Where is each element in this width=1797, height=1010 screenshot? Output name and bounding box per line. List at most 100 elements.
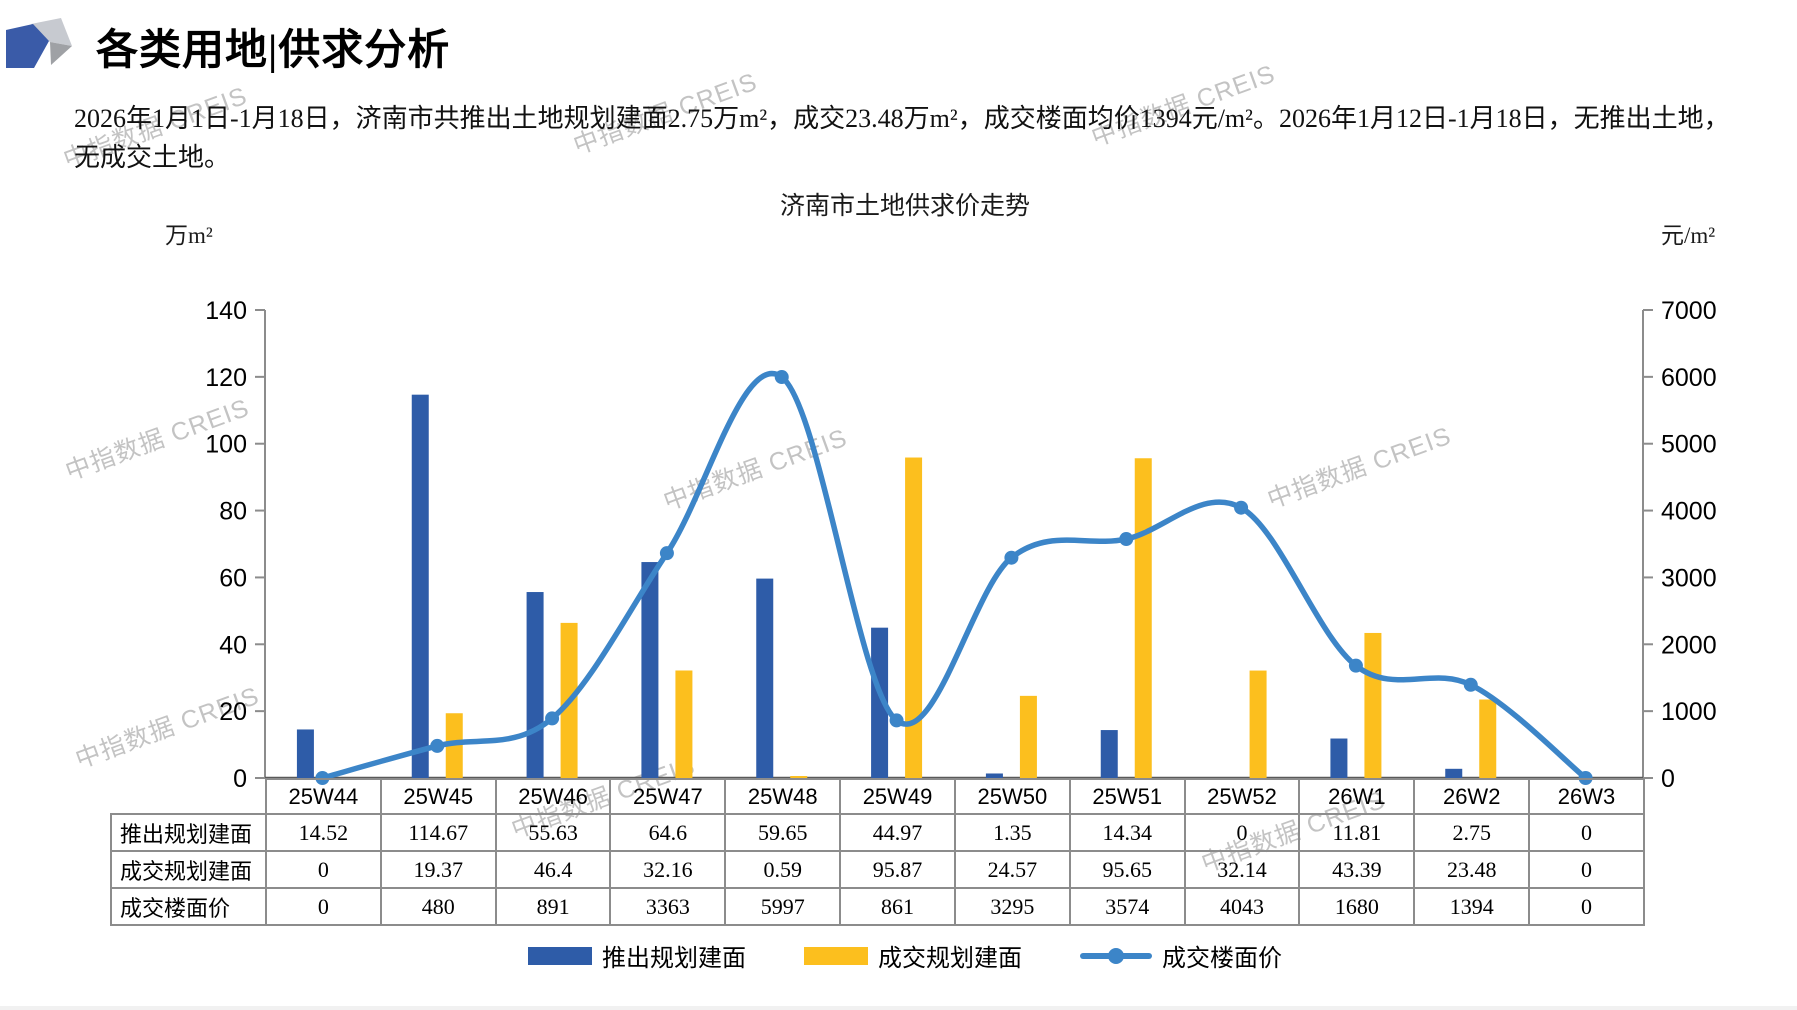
table-value-cell: 0 [1183,813,1301,852]
table-value-cell: 0 [1528,850,1645,889]
table-value-cell: 24.57 [953,850,1071,889]
left-axis-unit-label: 万m² [165,223,213,248]
left-axis-tick-label: 120 [205,364,247,392]
table-value-cell: 0 [265,850,382,889]
table-value-cell: 3574 [1068,887,1186,926]
table-row-label: 成交规划建面 [110,850,267,889]
table-value-cell: 95.87 [839,850,956,889]
left-axis-tick-label: 100 [205,431,247,459]
line-marker-成交楼面价 [659,546,674,561]
legend-line-swatch-icon [1080,947,1152,964]
table-value-cell: 0.59 [724,850,842,889]
right-axis-tick-label: 6000 [1661,364,1717,392]
creis-logo-icon [6,18,72,68]
left-axis-tick-label: 80 [219,498,247,526]
table-value-cell: 46.4 [494,850,612,889]
table-value-cell: 44.97 [839,813,956,852]
bar-推出规划建面 [296,729,314,778]
week-header-cell: 25W52 [1183,778,1301,815]
legend-item: 推出规划建面 [528,938,746,973]
table-value-cell: 3363 [609,887,727,926]
legend-item: 成交规划建面 [804,938,1022,973]
bar-推出规划建面 [1330,738,1348,778]
bottom-strip [0,1006,1797,1010]
line-marker-成交楼面价 [545,711,560,726]
legend-line-dot-icon [1108,947,1124,964]
line-marker-成交楼面价 [1234,500,1249,515]
chart-data-table: 25W44 25W45 25W46 25W47 25W48 25W49 25W50 25W51… [110,778,1645,926]
right-axis-tick-label: 1000 [1661,698,1717,726]
table-value-cell: 32.16 [609,850,727,889]
watermark: 中指数据 CREIS [659,423,852,517]
right-axis-tick-label: 2000 [1661,631,1717,659]
bar-推出规划建面 [871,627,889,778]
line-marker-成交楼面价 [430,738,445,753]
section-title: 各类用地|供求分析 [96,28,451,74]
line-marker-成交楼面价 [774,370,789,385]
table-value-cell: 59.65 [724,813,842,852]
table-row: 推出规划建面 14.52 114.67 55.63 64.6 59.65 44.97 1.35… [110,813,1645,852]
bar-推出规划建面 [526,592,544,778]
table-value-cell: 1.35 [953,813,1071,852]
legend-bar-swatch-icon [528,946,592,965]
table-value-cell: 14.34 [1068,813,1186,852]
legend-item: 成交楼面价 [1080,938,1282,973]
legend-label: 推出规划建面 [602,946,746,972]
line-marker-成交楼面价 [1004,550,1019,565]
table-value-cell: 32.14 [1183,850,1301,889]
line-marker-成交楼面价 [1463,677,1478,692]
bar-成交规划建面 [905,457,923,778]
table-value-cell: 0 [1528,887,1645,926]
table-value-cell: 3295 [953,887,1071,926]
table-value-cell: 0 [1528,813,1645,852]
legend-label: 成交楼面价 [1162,946,1282,972]
week-header-cell: 25W48 [724,778,842,815]
right-axis-tick-label: 5000 [1661,431,1717,459]
table-value-cell: 2.75 [1413,813,1531,852]
bar-成交规划建面 [1249,670,1267,778]
bar-成交规划建面 [1364,632,1382,778]
bar-成交规划建面 [1134,458,1152,778]
week-header-cell: 26W2 [1413,778,1531,815]
bar-成交规划建面 [560,622,578,778]
summary-text: 2026年1月1日-1月18日，济南市共推出土地规划建面2.75万m²，成交23… [74,104,1730,172]
right-axis-tick-label: 7000 [1661,297,1717,325]
table-value-cell: 95.65 [1068,850,1186,889]
table-value-cell: 43.39 [1298,850,1416,889]
week-header-cell: 26W1 [1298,778,1416,815]
table-value-cell: 55.63 [494,813,612,852]
left-axis-tick-label: 20 [219,698,247,726]
table-value-cell: 19.37 [379,850,497,889]
bar-成交规划建面 [445,713,463,778]
bar-推出规划建面 [1100,730,1118,778]
table-value-cell: 1680 [1298,887,1416,926]
week-header-cell: 26W3 [1528,778,1645,815]
bar-成交规划建面 [1019,695,1037,778]
right-axis-tick-label: 4000 [1661,498,1717,526]
watermark: 中指数据 CREIS [1263,421,1456,515]
table-value-cell: 11.81 [1298,813,1416,852]
left-axis-tick-label: 140 [205,297,247,325]
table-corner-cell [111,779,266,814]
right-axis-unit-label: 元/m² [1661,223,1715,248]
chart-legend: 推出规划建面 成交规划建面 成交楼面价 [0,938,1797,973]
watermark: 中指数据 CREIS [61,393,254,487]
watermark: 中指数据 CREIS [71,681,264,775]
table-value-cell: 4043 [1183,887,1301,926]
right-axis-tick-label: 3000 [1661,564,1717,592]
legend-label: 成交规划建面 [878,946,1022,972]
bar-推出规划建面 [756,578,774,778]
table-value-cell: 1394 [1413,887,1531,926]
week-header-cell: 25W50 [953,778,1071,815]
week-header-cell: 25W44 [265,778,382,815]
line-成交楼面价 [319,371,1589,781]
chart-title: 济南市土地供求价走势 [779,193,1030,220]
bar-推出规划建面 [1445,768,1463,778]
table-row-label: 成交楼面价 [110,887,267,926]
bar-成交规划建面 [1479,699,1497,778]
week-header-cell: 25W47 [609,778,727,815]
table-value-cell: 23.48 [1413,850,1531,889]
week-header-cell: 25W51 [1068,778,1186,815]
bar-推出规划建面 [641,562,659,778]
